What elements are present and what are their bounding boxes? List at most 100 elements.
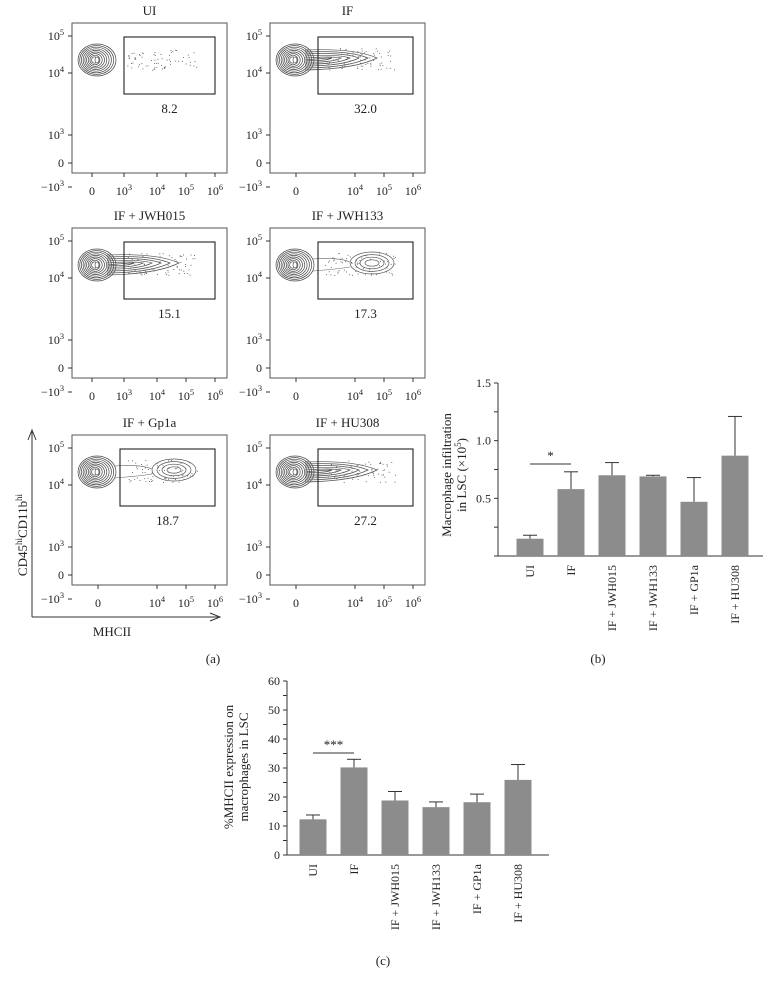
x-tick-label: 103: [116, 183, 132, 198]
event-dot: [147, 65, 149, 67]
event-dot: [382, 469, 384, 471]
y-tick-label: 104: [246, 477, 263, 492]
contour-line: [81, 458, 112, 486]
contour-tail: [304, 57, 333, 61]
event-dot: [382, 463, 384, 465]
event-dot: [371, 272, 373, 274]
contour-line: [79, 457, 115, 487]
event-dot: [379, 253, 381, 255]
event-dot: [327, 261, 329, 263]
event-dot: [180, 261, 182, 263]
contour-line: [84, 255, 108, 275]
bar: [639, 476, 667, 556]
event-dot: [152, 69, 154, 71]
event-dot: [154, 54, 156, 56]
contour-tail: [304, 463, 369, 481]
event-dot: [165, 66, 167, 68]
y-tick-label: 0: [256, 361, 262, 375]
event-dot: [338, 253, 340, 255]
event-dot: [139, 64, 140, 66]
event-dot: [389, 50, 391, 52]
event-dot: [174, 468, 176, 470]
y-tick-label: −103: [41, 591, 64, 606]
event-dot: [333, 258, 335, 259]
event-dot: [191, 473, 193, 475]
event-dot: [338, 476, 340, 478]
contour-line: [82, 460, 110, 484]
panel-label-c: (c): [376, 953, 390, 968]
contour-second: [359, 256, 385, 270]
x-tick-label: 0: [89, 184, 95, 198]
event-dot: [359, 260, 361, 261]
x-tick-label: 104: [149, 388, 166, 403]
x-tick-label: 104: [347, 595, 364, 610]
event-dot: [134, 270, 136, 271]
event-dot: [367, 475, 369, 477]
event-dot: [360, 52, 362, 54]
event-dot: [370, 62, 372, 64]
event-dot: [134, 479, 136, 481]
event-dot: [142, 68, 144, 70]
event-dot: [328, 476, 330, 478]
event-dot: [351, 262, 353, 264]
gate-box: [317, 448, 414, 507]
event-dot: [347, 57, 349, 59]
contour-second: [156, 461, 192, 479]
event-dot: [373, 53, 375, 55]
event-dot: [329, 69, 331, 71]
event-dot: [128, 55, 130, 56]
gate-box: [123, 36, 216, 95]
event-dot: [153, 54, 155, 56]
event-dot: [346, 473, 348, 475]
event-dot: [128, 272, 130, 274]
event-dot: [162, 68, 164, 70]
event-dot: [366, 469, 368, 471]
event-dot: [361, 50, 363, 52]
y-tick-label: 20: [268, 790, 280, 804]
event-dot: [135, 462, 137, 464]
event-dot: [337, 469, 339, 471]
event-dot: [129, 57, 131, 59]
event-dot: [328, 271, 330, 273]
event-dot: [356, 473, 358, 475]
plot-frame: [269, 22, 426, 174]
panel-label-a: (a): [206, 651, 220, 666]
event-dot: [361, 54, 363, 55]
x-tick-label: 104: [347, 183, 364, 198]
category-label: IF + GP1a: [470, 863, 484, 914]
event-dot: [157, 62, 159, 64]
event-dot: [365, 274, 366, 276]
event-dot: [365, 56, 367, 58]
event-dot: [140, 273, 142, 275]
flow-plot-1: UI 105 104 103 0 −103 0 103 104 105 106 8.2: [41, 3, 228, 198]
contour-tail: [106, 261, 145, 268]
x-tick-label: 104: [149, 595, 166, 610]
contour-tail: [304, 54, 351, 65]
contour-line: [77, 43, 117, 77]
event-dot: [333, 476, 335, 478]
event-dot: [190, 475, 192, 477]
event-dot: [159, 256, 161, 258]
event-dot: [376, 274, 377, 276]
arrow-head-icon: [209, 612, 222, 622]
event-dot: [335, 262, 337, 264]
event-dot: [340, 261, 342, 263]
contour-line: [89, 54, 101, 66]
event-dot: [127, 65, 129, 67]
event-dot: [356, 260, 358, 262]
plot-title: IF + JWH015: [114, 208, 186, 223]
event-dot: [380, 462, 382, 464]
bar: [463, 802, 491, 855]
category-label: IF + GP1a: [687, 564, 701, 615]
x-tick-label: 0: [95, 596, 101, 610]
flow-plot-6: IF + HU308 105 104 103 0 −103 0 104 105 106 27.2: [239, 415, 426, 610]
x-tick-label: 0: [293, 596, 299, 610]
event-dot: [327, 63, 329, 65]
event-dot: [359, 470, 361, 472]
event-dot: [185, 264, 187, 265]
event-dot: [387, 55, 389, 57]
contour-tail: [304, 56, 343, 63]
event-dot: [165, 477, 167, 479]
gate-percentage: 27.2: [354, 513, 377, 528]
event-dot: [145, 272, 147, 274]
